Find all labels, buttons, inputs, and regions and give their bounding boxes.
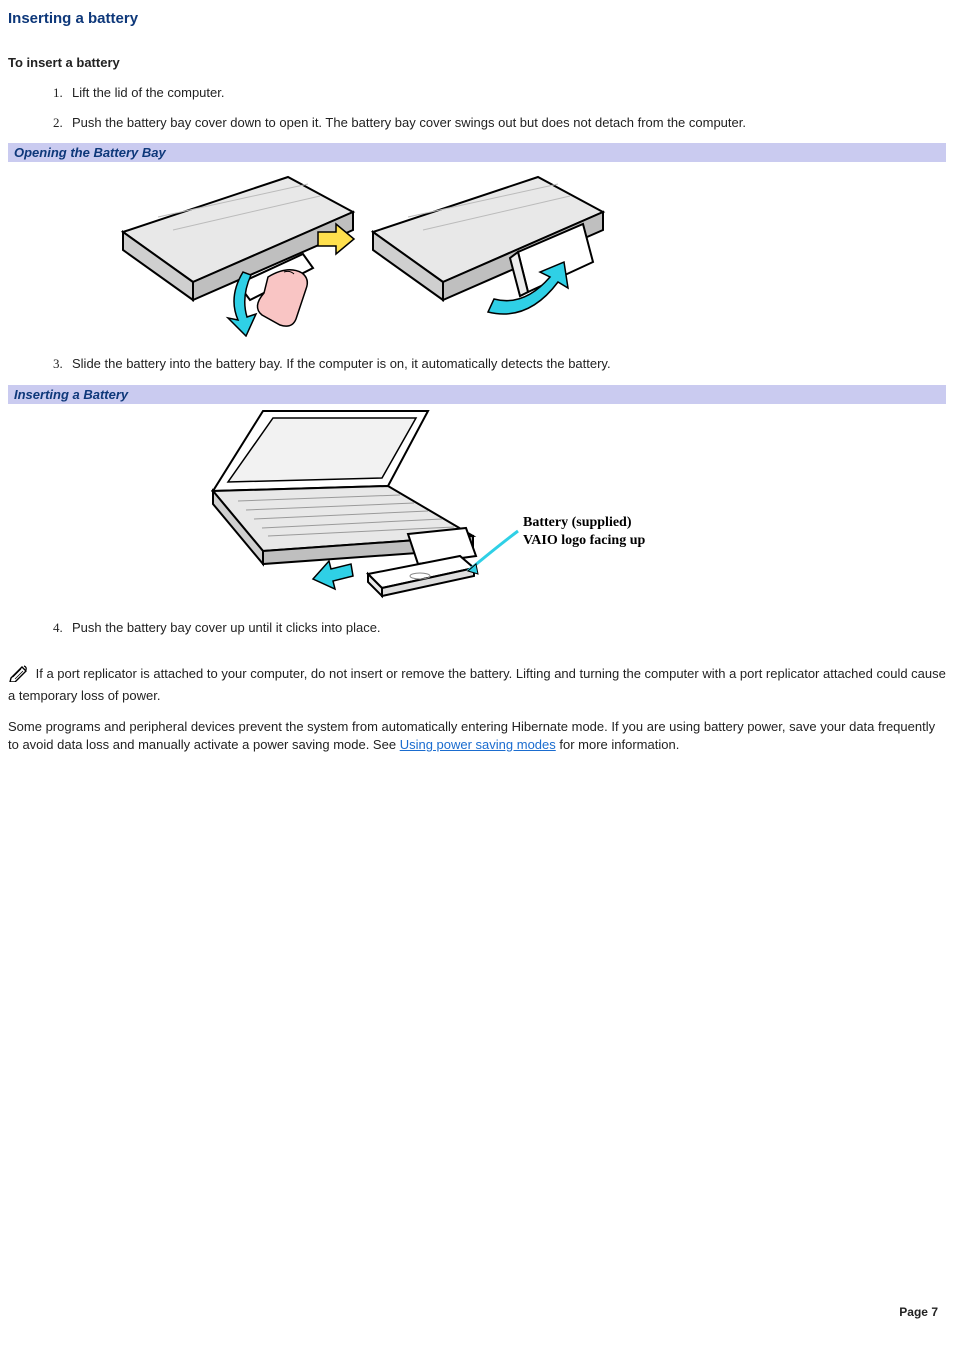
para2-post: for more information. [556,737,680,752]
figure2-label-2: VAIO logo facing up [523,533,645,548]
step-4: Push the battery bay cover up until it c… [66,619,946,637]
figure1-caption-bar: Opening the Battery Bay [8,143,946,162]
paragraph-2: Some programs and peripheral devices pre… [8,718,946,753]
step-2: Push the battery bay cover down to open … [66,114,946,132]
page-number: Page 7 [899,1305,938,1319]
figure1-panel-b [368,172,608,337]
figure1-panel-a [118,172,358,337]
figure1-area [8,162,946,355]
step-list-3: Push the battery bay cover up until it c… [8,619,946,637]
note-icon [8,664,30,687]
link-power-saving-modes[interactable]: Using power saving modes [400,737,556,752]
sub-heading: To insert a battery [8,55,946,70]
figure2-area: Battery (supplied) VAIO logo facing up [8,404,946,619]
figure2-svg: Battery (supplied) VAIO logo facing up [168,406,728,601]
step-list: Lift the lid of the computer. Push the b… [8,84,946,131]
step-list-2: Slide the battery into the battery bay. … [8,355,946,373]
figure2-caption-bar: Inserting a Battery [8,385,946,404]
step-1: Lift the lid of the computer. [66,84,946,102]
step-3: Slide the battery into the battery bay. … [66,355,946,373]
note-text: If a port replicator is attached to your… [8,666,946,703]
page-title: Inserting a battery [8,10,946,27]
figure2-label-1: Battery (supplied) [523,515,632,530]
note-paragraph: If a port replicator is attached to your… [8,664,946,704]
